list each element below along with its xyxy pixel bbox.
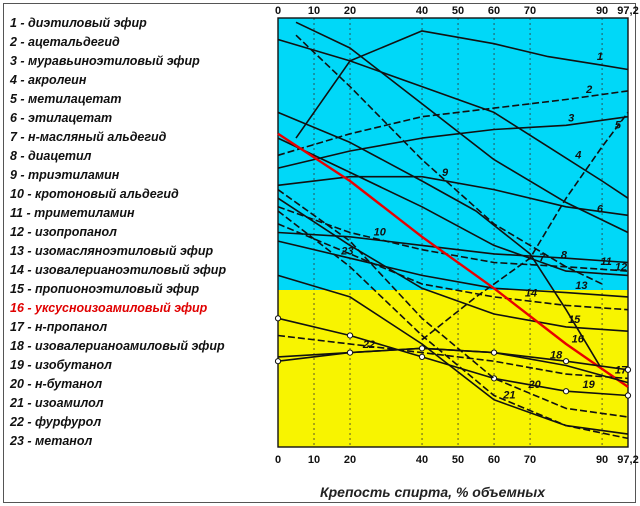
series-point-22 bbox=[274, 358, 282, 365]
legend-item: 10 - кротоновый альдегид bbox=[10, 187, 179, 201]
tick-label-top: 97,2 bbox=[617, 5, 638, 17]
series-label: 14 bbox=[525, 287, 537, 299]
series-label: 2 bbox=[585, 84, 592, 96]
tick-label-bottom: 10 bbox=[308, 454, 320, 466]
series-label: 10 bbox=[374, 226, 387, 238]
legend-item: 20 - н-бутанол bbox=[10, 377, 103, 391]
tick-label-bottom: 50 bbox=[452, 454, 464, 466]
series-line-13 bbox=[277, 240, 629, 298]
legend-item: 19 - изобутанол bbox=[10, 358, 112, 372]
x-axis-label: Крепость спирта, % объемных bbox=[320, 484, 546, 500]
tick-label-bottom: 0 bbox=[275, 454, 281, 466]
series-label: 7 bbox=[539, 252, 546, 264]
series-line-7 bbox=[277, 111, 603, 371]
legend-item: 4 - акролеин bbox=[10, 73, 87, 87]
series-point-19 bbox=[346, 332, 354, 339]
legend-item: 3 - муравьиноэтиловый эфир bbox=[10, 54, 200, 68]
tick-label-bottom: 90 bbox=[596, 454, 608, 466]
legend-item: 8 - диацетил bbox=[10, 149, 92, 163]
legend-item: 7 - н-масляный альдегид bbox=[10, 130, 167, 144]
series-point-19 bbox=[624, 392, 632, 399]
series-label: 4 bbox=[574, 150, 581, 162]
legend-item: 1 - диэтиловый эфир bbox=[10, 16, 147, 30]
series-line-20 bbox=[277, 188, 629, 418]
legend-item: 5 - метилацетат bbox=[10, 92, 122, 106]
series-label: 12 bbox=[615, 261, 627, 273]
tick-label-bottom: 60 bbox=[488, 454, 500, 466]
series-point-22 bbox=[418, 345, 426, 352]
legend-item: 18 - изовалерианоамиловый эфир bbox=[10, 339, 225, 353]
series-label: 22 bbox=[362, 339, 375, 351]
legend-item: 16 - уксусноизоамиловый эфир bbox=[10, 301, 208, 315]
series-line-17 bbox=[277, 334, 629, 380]
legend-item: 11 - триметиламин bbox=[10, 206, 135, 220]
tick-label-top: 90 bbox=[596, 5, 608, 17]
legend-item: 13 - изомасляноэтиловый эфир bbox=[10, 244, 214, 258]
series-line-15 bbox=[277, 197, 629, 332]
series-label: 23 bbox=[340, 245, 353, 257]
legend-item: 15 - пропионоэтиловый эфир bbox=[10, 282, 200, 296]
legend-item: 21 - изоамилол bbox=[10, 396, 104, 410]
legend-item: 6 - этилацетат bbox=[10, 111, 113, 125]
tick-label-top: 0 bbox=[275, 5, 281, 17]
series-line-22 bbox=[277, 347, 629, 371]
series-line-5 bbox=[421, 111, 629, 341]
series-line-23 bbox=[277, 210, 629, 440]
series-label: 15 bbox=[568, 314, 581, 326]
legend-item: 17 - н-пропанол bbox=[10, 320, 108, 334]
series-label: 11 bbox=[600, 256, 611, 268]
series-line-3 bbox=[277, 115, 629, 169]
legend: 1 - диэтиловый эфир 2 - ацетальдегид 3 - м… bbox=[10, 14, 272, 451]
tick-label-top: 10 bbox=[308, 5, 320, 17]
series-label: 3 bbox=[568, 112, 574, 124]
series-point-19 bbox=[274, 315, 282, 322]
series-line-19 bbox=[277, 317, 629, 397]
series-line-16 bbox=[277, 132, 629, 388]
series-label: 20 bbox=[527, 379, 541, 391]
tick-label-top: 70 bbox=[524, 5, 536, 17]
series-label: 17 bbox=[615, 364, 628, 376]
series-point-22 bbox=[346, 349, 354, 356]
legend-item: 2 - ацетальдегид bbox=[10, 35, 120, 49]
series-label: 8 bbox=[561, 250, 568, 262]
series-label: 19 bbox=[582, 379, 595, 391]
tick-label-top: 40 bbox=[416, 5, 428, 17]
tick-label-bottom: 97,2 bbox=[617, 454, 638, 466]
series-label: 21 bbox=[502, 389, 515, 401]
series-label: 18 bbox=[550, 349, 563, 361]
tick-label-bottom: 20 bbox=[344, 454, 356, 466]
tick-label-bottom: 40 bbox=[416, 454, 428, 466]
series-line-14 bbox=[277, 223, 629, 311]
series-line-10 bbox=[277, 231, 629, 264]
series-line-11 bbox=[277, 206, 629, 272]
series-label: 9 bbox=[442, 167, 449, 179]
series-point-22 bbox=[624, 366, 632, 373]
legend-item: 14 - изовалерианоэтиловый эфир bbox=[10, 263, 227, 277]
series-point-19 bbox=[562, 388, 570, 395]
tick-label-top: 60 bbox=[488, 5, 500, 17]
series-label: 6 bbox=[597, 203, 604, 215]
series-label: 1 bbox=[597, 51, 603, 63]
legend-item: 12 - изопропанол bbox=[10, 225, 117, 239]
series-line-8 bbox=[295, 34, 603, 285]
figure-frame bbox=[3, 3, 636, 503]
series-point-22 bbox=[490, 349, 498, 356]
series-label: 5 bbox=[615, 119, 622, 131]
series-point-19 bbox=[418, 353, 426, 361]
series-line-12 bbox=[277, 137, 629, 277]
tick-label-bottom: 70 bbox=[524, 454, 536, 466]
legend-item: 9 - триэтиламин bbox=[10, 168, 120, 182]
tick-label-top: 20 bbox=[344, 5, 356, 17]
tick-label-top: 50 bbox=[452, 5, 464, 17]
series-point-22 bbox=[562, 358, 570, 365]
series-label: 16 bbox=[572, 334, 585, 346]
legend-item: 23 - метанол bbox=[10, 434, 93, 448]
series-line-9 bbox=[277, 175, 629, 217]
series-line-4 bbox=[277, 38, 629, 199]
legend-item: 22 - фурфурол bbox=[10, 415, 102, 429]
series-label: 13 bbox=[575, 280, 587, 292]
